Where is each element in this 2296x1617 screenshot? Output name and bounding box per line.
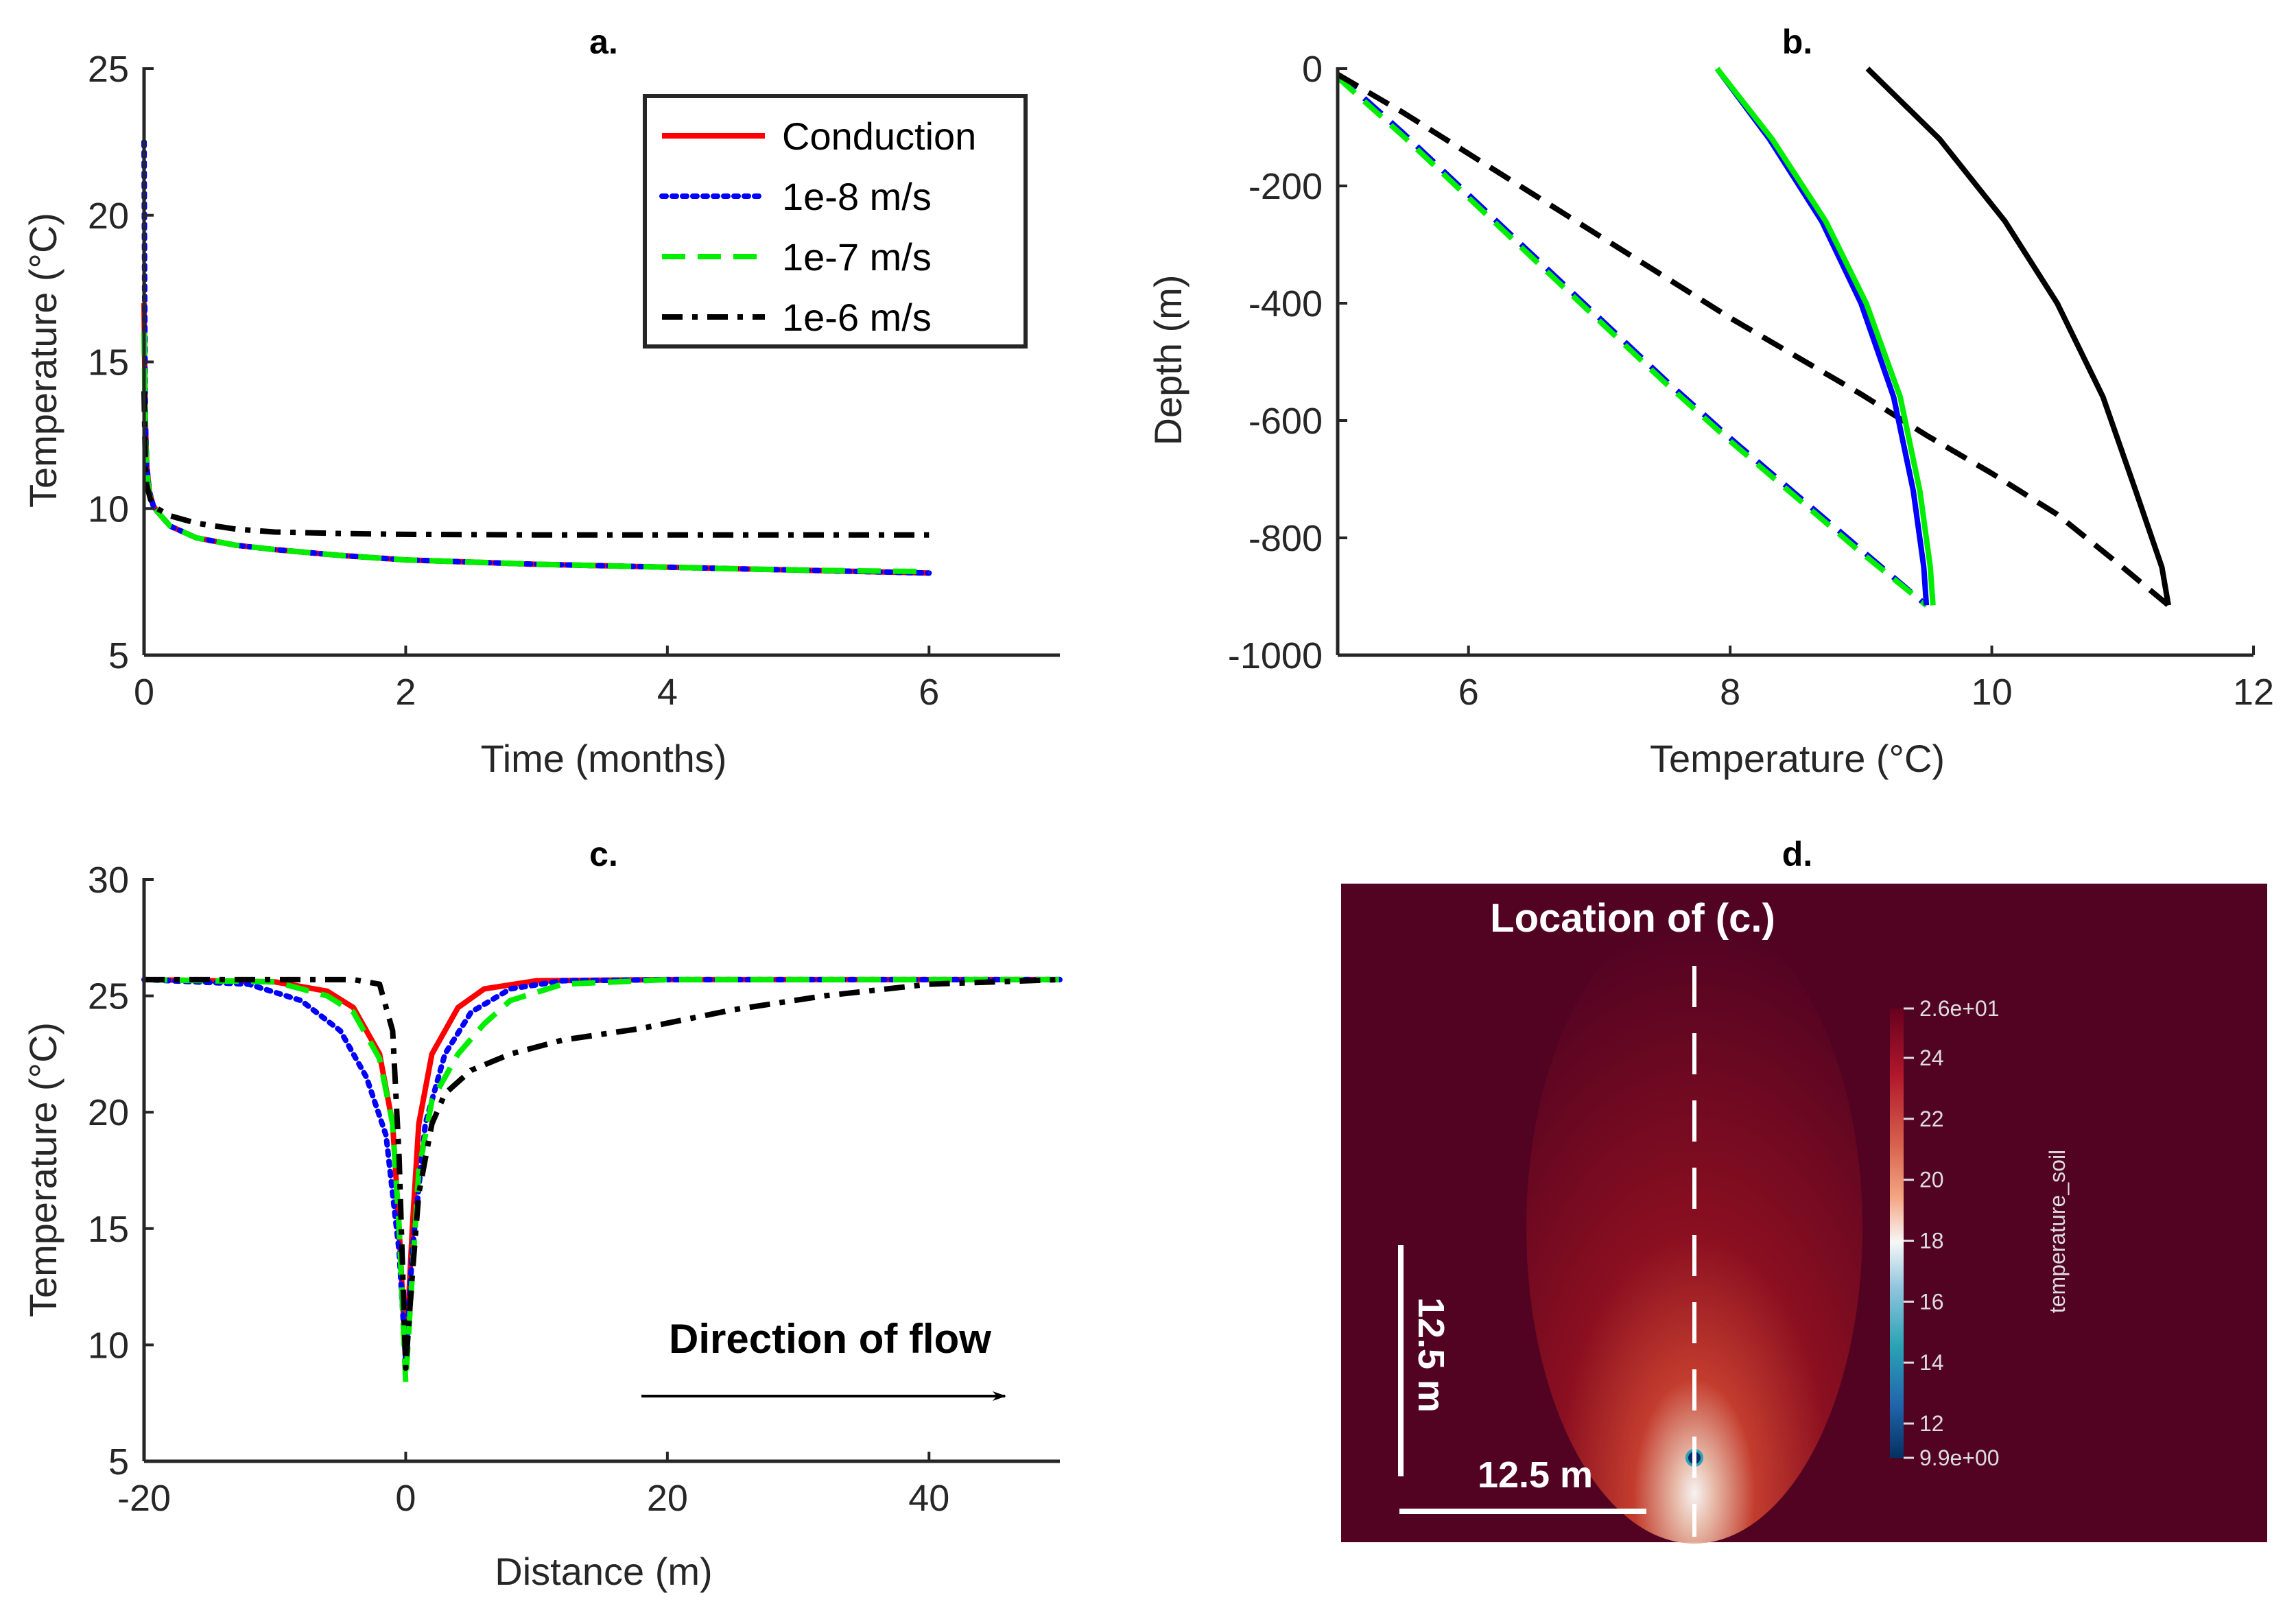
chart-c-x-tick-label: -20: [117, 1478, 171, 1519]
chart-c-axes: -20 0 20 40 5 10 15 20 25 30: [88, 860, 1060, 1519]
colorbar-tick-label: 24: [1919, 1046, 1944, 1070]
chart-c-series: [141, 976, 1063, 1385]
legend-label: 1e-7 m/s: [782, 235, 932, 279]
chart-b-x-tick-label: 12: [2233, 672, 2274, 713]
chart-c-y-tick-label: 20: [88, 1092, 129, 1133]
chart-b-axes: 6 8 10 12 0 -200 -400 -600 -800 -1000: [1228, 49, 2274, 713]
chart-c-y-tick-label: 25: [88, 976, 129, 1017]
direction-of-flow-label: Direction of flow: [669, 1316, 991, 1362]
chart-c-y-tick-label: 10: [88, 1325, 129, 1366]
chart-b-x-tick-label: 10: [1972, 672, 2013, 713]
chart-a-x-tick-label: 4: [657, 672, 678, 713]
chart-c-title: c.: [589, 835, 618, 873]
chart-c-y-tick-label: 5: [108, 1441, 129, 1483]
chart-b-y-tick-label: -200: [1248, 166, 1323, 207]
chart-b-y-tick-label: 0: [1302, 49, 1323, 90]
chart-c-series-line: [144, 976, 1061, 1371]
colorbar-gradient: [1890, 1008, 1904, 1458]
chart-a-x-tick-label: 2: [395, 672, 416, 713]
chart-b-y-tick-label: -800: [1248, 518, 1323, 559]
colorbar-ticks: 2.6e+01 24 22 20 18 16 14 12 9.9e+00: [1904, 996, 2000, 1470]
chart-a-y-tick-label: 10: [88, 488, 129, 530]
chart-b-y-tick-label: -1000: [1228, 635, 1323, 676]
chart-b-y-tick-label: -400: [1248, 283, 1323, 324]
colorbar-tick-label: 12: [1919, 1411, 1944, 1436]
chart-b-ylabel: Depth (m): [1146, 275, 1190, 446]
map-d-title: d.: [1782, 835, 1812, 873]
chart-c-x-tick-label: 40: [908, 1478, 949, 1519]
legend-label: 1e-6 m/s: [782, 296, 932, 339]
map-d-location-label: Location of (c.): [1490, 896, 1775, 941]
map-d-plume: [1526, 912, 1862, 1544]
colorbar-tick-label: 22: [1919, 1107, 1944, 1131]
chart-a-y-tick-label: 5: [108, 635, 129, 676]
colorbar-tick-label: 9.9e+00: [1919, 1445, 2000, 1470]
chart-c-xlabel: Distance (m): [495, 1550, 712, 1593]
chart-a-y-tick-label: 20: [88, 196, 129, 237]
chart-b-series-line: [1865, 67, 2171, 606]
colorbar-tick-label: 16: [1919, 1289, 1944, 1314]
chart-b-series-line: [1336, 75, 1928, 608]
chart-b: 6 8 10 12 0 -200 -400 -600 -800 -1000 b. Temperat…: [1146, 23, 2274, 780]
chart-b-series-line: [1714, 67, 1930, 606]
chart-b-series-line: [1336, 72, 2170, 608]
chart-a-x-tick-label: 6: [919, 672, 939, 713]
chart-c-ylabel: Temperature (°C): [21, 1022, 64, 1317]
chart-c: -20 0 20 40 5 10 15 20 25 30 c. Distance (m) Temp…: [21, 835, 1063, 1593]
chart-a-ylabel: Temperature (°C): [21, 213, 64, 508]
scale-bar-horizontal-label: 12.5 m: [1478, 1454, 1593, 1496]
map-d: d. Location of (c.) 12.5 m 12.5 m 2.6e+0…: [1341, 835, 2267, 1544]
chart-a-y-tick-label: 15: [88, 342, 129, 383]
colorbar-tick-label: 14: [1919, 1350, 1944, 1375]
chart-c-y-tick-label: 30: [88, 860, 129, 901]
chart-c-x-tick-label: 20: [647, 1478, 688, 1519]
chart-a-title: a.: [589, 23, 618, 61]
chart-b-title: b.: [1782, 23, 1812, 61]
chart-b-xlabel: Temperature (°C): [1650, 737, 1945, 780]
chart-a-y-tick-label: 25: [88, 49, 129, 90]
chart-a-x-tick-label: 0: [134, 672, 154, 713]
chart-c-y-tick-label: 15: [88, 1209, 129, 1250]
chart-b-y-tick-label: -600: [1248, 401, 1323, 442]
colorbar-title: temperature_soil: [2045, 1150, 2070, 1313]
chart-c-x-tick-label: 0: [395, 1478, 416, 1519]
scale-bar-vertical-label: 12.5 m: [1410, 1297, 1452, 1413]
chart-b-series: [1336, 67, 2171, 608]
legend-label: 1e-8 m/s: [782, 175, 932, 218]
chart-a-legend: Conduction 1e-8 m/s 1e-7 m/s 1e-6 m/s: [643, 94, 1028, 349]
chart-a-series: [141, 139, 932, 576]
chart-a-axes: 0 2 4 6 5 10 15 20 25: [88, 49, 1060, 713]
chart-b-x-tick-label: 8: [1720, 672, 1740, 713]
chart-b-series-line: [1714, 67, 1936, 606]
chart-a-xlabel: Time (months): [481, 737, 727, 780]
colorbar: 2.6e+01 24 22 20 18 16 14 12 9.9e+00 temperature…: [1890, 996, 2070, 1470]
chart-b-x-tick-label: 6: [1458, 672, 1479, 713]
chart-a-series-line: [141, 391, 930, 538]
colorbar-tick-label: 18: [1919, 1229, 1944, 1253]
legend-label: Conduction: [782, 115, 976, 158]
colorbar-tick-label: 2.6e+01: [1919, 996, 2000, 1021]
colorbar-tick-label: 20: [1919, 1168, 1944, 1192]
chart-a: 0 2 4 6 5 10 15 20 25 a. Time (months) Temperatu…: [21, 23, 1060, 780]
